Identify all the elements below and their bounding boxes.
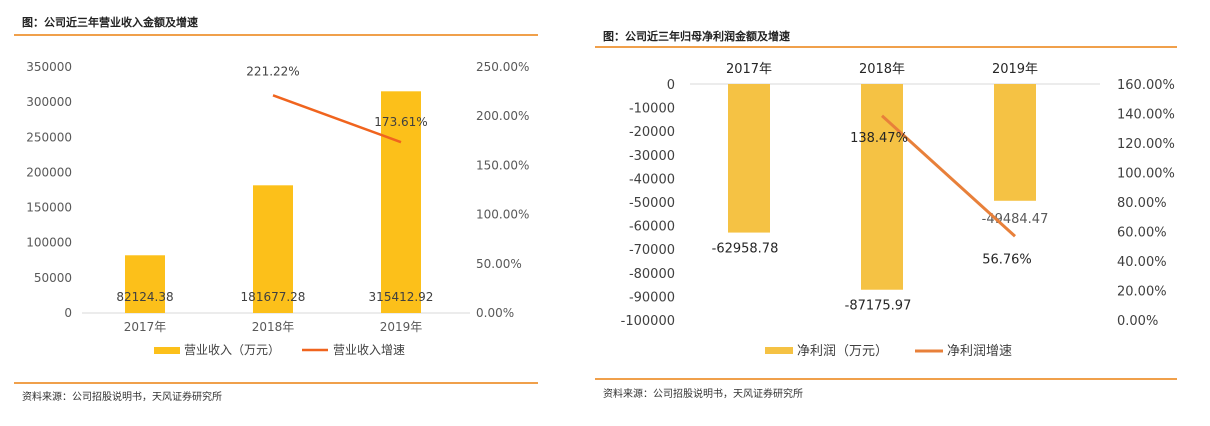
left-axis-tick-label: -30000 xyxy=(629,149,675,164)
bar-data-label: -87175.97 xyxy=(845,299,912,314)
right-axis-tick-label: 40.00% xyxy=(1117,255,1167,270)
bar-data-label: 82124.38 xyxy=(116,290,173,304)
category-label: 2018年 xyxy=(859,62,905,77)
left-axis-tick-label: 50000 xyxy=(34,271,72,285)
right-axis-tick-label: 120.00% xyxy=(1117,137,1175,152)
growth-line xyxy=(880,114,1017,238)
profit-figure-title: 图：公司近三年归母净利润金额及增速 xyxy=(603,30,790,43)
left-axis-tick-label: 0 xyxy=(64,306,72,320)
left-axis-tick-label: 200000 xyxy=(26,165,72,179)
revenue-chart: 0 50000 100000 150000 200000 250000 300000 3500… xyxy=(26,60,529,357)
left-axis-tick-label: 350000 xyxy=(26,60,72,74)
revenue-source: 资料来源：公司招股说明书，天风证券研究所 xyxy=(22,392,222,403)
line-data-label: 56.76% xyxy=(982,252,1032,267)
right-axis-tick-label: 0.00% xyxy=(1117,314,1158,329)
left-axis-tick-label: -10000 xyxy=(629,102,675,117)
right-axis-tick-label: 0.00% xyxy=(476,306,514,320)
bar-revenue xyxy=(125,255,165,313)
bar-data-label: 315412.92 xyxy=(369,290,434,304)
legend-bar-label: 营业收入（万元） xyxy=(184,343,280,357)
category-label: 2018年 xyxy=(252,320,295,334)
left-axis-tick-label: 150000 xyxy=(26,201,72,215)
bar-data-label: -62958.78 xyxy=(712,242,779,257)
legend-bar-swatch xyxy=(154,347,180,354)
right-axis-tick-label: 20.00% xyxy=(1117,285,1167,300)
left-axis-tick-label: -100000 xyxy=(621,314,675,329)
right-axis-tick-label: 100.00% xyxy=(476,208,529,222)
bar-revenue xyxy=(253,185,293,313)
left-axis-tick-label: 100000 xyxy=(26,236,72,250)
growth-line xyxy=(272,94,402,144)
category-label: 2019年 xyxy=(380,320,423,334)
bar-net-profit xyxy=(994,84,1036,201)
line-data-label: 173.61% xyxy=(374,115,427,129)
profit-source: 资料来源：公司招股说明书，天风证券研究所 xyxy=(603,389,803,400)
revenue-chart-panel: 图：公司近三年营业收入金额及增速 0 50000 100000 150000 20000… xyxy=(0,0,590,426)
right-axis-tick-label: 150.00% xyxy=(476,158,529,172)
right-axis-tick-label: 140.00% xyxy=(1117,108,1175,123)
bar-net-profit xyxy=(728,84,770,233)
legend-line-label: 净利润增速 xyxy=(947,344,1012,359)
left-axis-tick-label: 0 xyxy=(667,78,675,93)
right-axis-tick-label: 160.00% xyxy=(1117,78,1175,93)
right-axis-tick-label: 200.00% xyxy=(476,109,529,123)
left-axis-tick-label: -90000 xyxy=(629,290,675,305)
left-axis-tick-label: -70000 xyxy=(629,243,675,258)
left-axis-tick-label: -80000 xyxy=(629,267,675,282)
legend-bar-label: 净利润（万元） xyxy=(797,344,888,359)
left-axis-tick-label: 250000 xyxy=(26,130,72,144)
bottom-rule xyxy=(14,382,538,384)
top-rule xyxy=(595,46,1177,48)
legend-line-label: 营业收入增速 xyxy=(333,343,405,357)
bar-revenue xyxy=(381,91,421,313)
right-axis-tick-label: 80.00% xyxy=(1117,196,1167,211)
category-label: 2017年 xyxy=(726,62,772,77)
right-axis-tick-label: 250.00% xyxy=(476,60,529,74)
bar-net-profit xyxy=(861,84,903,290)
category-label: 2019年 xyxy=(992,62,1038,77)
left-axis-tick-label: -40000 xyxy=(629,172,675,187)
category-label: 2017年 xyxy=(124,320,167,334)
line-data-label: 221.22% xyxy=(246,64,299,78)
bar-data-label: 181677.28 xyxy=(241,290,306,304)
right-axis-tick-label: 50.00% xyxy=(476,257,522,271)
line-data-label: 138.47% xyxy=(850,131,908,146)
left-axis-tick-label: -20000 xyxy=(629,125,675,140)
left-axis-tick-label: -60000 xyxy=(629,220,675,235)
top-rule xyxy=(14,34,538,36)
legend-bar-swatch xyxy=(765,347,793,354)
right-axis-tick-label: 100.00% xyxy=(1117,167,1175,182)
bottom-rule xyxy=(595,378,1177,380)
left-axis-tick-label: 300000 xyxy=(26,95,72,109)
profit-chart-panel: 图：公司近三年归母净利润金额及增速 0 -10000 -20000 -30000 -40… xyxy=(595,0,1210,426)
revenue-figure-title: 图：公司近三年营业收入金额及增速 xyxy=(22,16,198,29)
right-axis-tick-label: 60.00% xyxy=(1117,226,1167,241)
profit-chart: 0 -10000 -20000 -30000 -40000 -50000 -60000 -70… xyxy=(621,62,1175,359)
left-axis-tick-label: -50000 xyxy=(629,196,675,211)
